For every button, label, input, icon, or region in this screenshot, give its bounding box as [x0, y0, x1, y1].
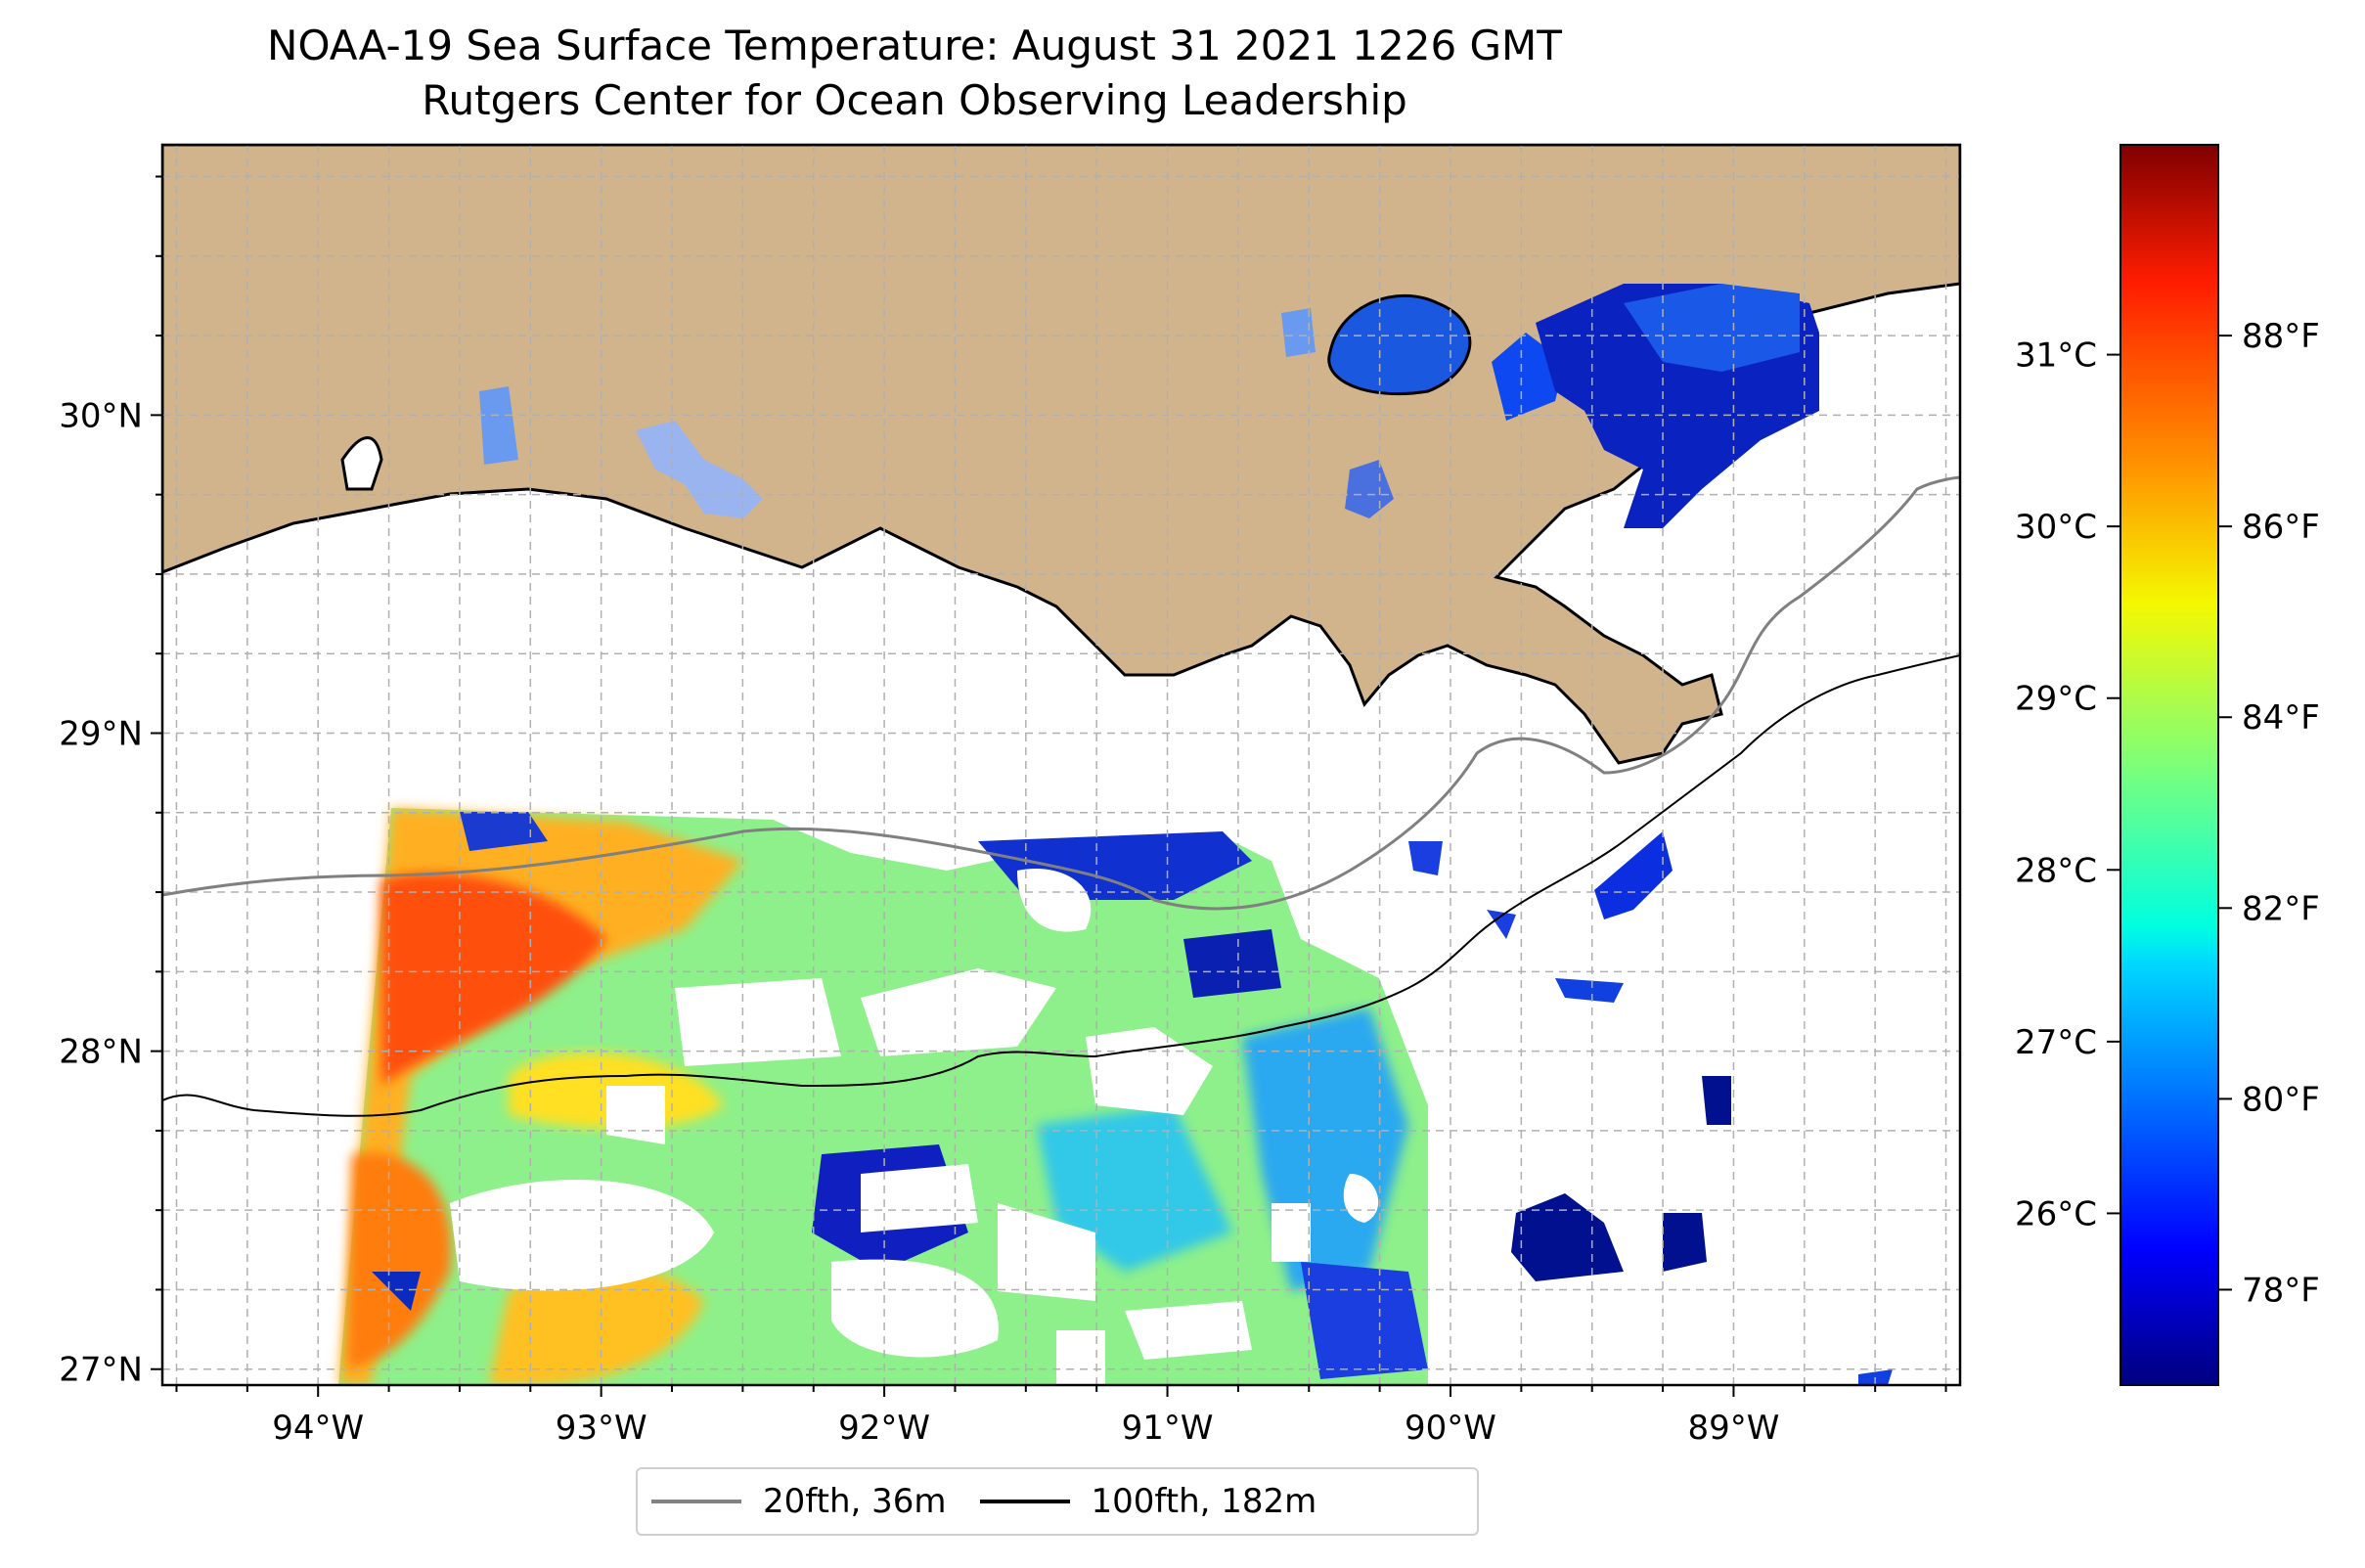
colorbar-f-label: 88°F [2242, 317, 2320, 356]
lon-tick-label: 89°W [1687, 1409, 1779, 1448]
lake-pontchartrain [1327, 293, 1472, 396]
sst-patches-east [1408, 831, 1893, 1385]
colorbar-c-label: 28°C [2015, 851, 2097, 890]
lon-tick-label: 94°W [272, 1409, 364, 1448]
sound-waters [1536, 284, 1819, 528]
land-louisiana [162, 145, 1960, 765]
legend-item-100fth: 100fth, 182m [979, 1482, 1317, 1521]
map-area [162, 145, 1960, 1385]
lake-inland-1 [479, 386, 518, 465]
lon-tick-labels: 94°W 93°W 92°W 91°W 90°W 89°W [272, 1409, 1779, 1448]
legend-label-20fth: 20fth, 36m [763, 1482, 947, 1521]
colorbar-c-label: 29°C [2015, 680, 2097, 719]
map-subtitle: Rutgers Center for Ocean Observing Leade… [422, 76, 1407, 124]
lake-inland-4 [1345, 460, 1394, 518]
lat-tick-labels: 27°N 28°N 29°N 30°N [59, 396, 143, 1389]
colorbar-f-label: 80°F [2242, 1080, 2320, 1119]
lon-tick-marks [175, 1385, 1947, 1397]
lake-inland-3 [1281, 308, 1316, 357]
legend-line-20fth [651, 1500, 741, 1503]
colorbar-f-ticks [2218, 335, 2232, 1291]
legend-label-100fth: 100fth, 182m [1091, 1482, 1317, 1521]
lat-tick-label: 27°N [59, 1351, 143, 1390]
lat-tick-marks [151, 175, 162, 1370]
lat-tick-label: 30°N [59, 396, 143, 435]
colorbar-f-label: 82°F [2242, 889, 2320, 928]
lon-tick-label: 93°W [556, 1409, 647, 1448]
map-frame [160, 143, 1962, 1387]
colorbar-c-label: 30°C [2015, 508, 2097, 547]
colorbar-f-label: 78°F [2242, 1271, 2320, 1310]
colorbar-c-label: 26°C [2015, 1194, 2097, 1233]
colorbar-f-label: 84°F [2242, 698, 2320, 738]
legend-line-100fth [979, 1500, 1070, 1503]
colorbar-f-label: 86°F [2242, 508, 2320, 547]
colorbar-f-labels: 78°F 80°F 82°F 84°F 86°F 88°F [2242, 317, 2320, 1310]
map-title: NOAA-19 Sea Surface Temperature: August … [267, 22, 1562, 69]
colorbar-c-labels: 26°C 27°C 28°C 29°C 30°C 31°C [2015, 336, 2097, 1234]
isobath-100fth [162, 654, 1960, 1117]
lat-tick-label: 28°N [59, 1033, 143, 1072]
colorbar-c-label: 31°C [2015, 336, 2097, 376]
colorbar-c-ticks [2107, 353, 2120, 1215]
legend: 20fth, 36m 100fth, 182m [636, 1467, 1479, 1536]
lat-tick-label: 29°N [59, 714, 143, 753]
lon-tick-label: 91°W [1122, 1409, 1214, 1448]
isobath-20fth [162, 475, 1960, 911]
sst-swath-west [338, 808, 1428, 1385]
lon-tick-label: 90°W [1405, 1409, 1496, 1448]
colorbar-c-label: 27°C [2015, 1023, 2097, 1062]
lon-tick-label: 92°W [838, 1409, 930, 1448]
gridlines [162, 145, 1960, 1385]
lake-calcasieu [340, 436, 383, 491]
colorbar [2120, 144, 2219, 1386]
legend-item-20fth: 20fth, 36m [651, 1482, 947, 1521]
